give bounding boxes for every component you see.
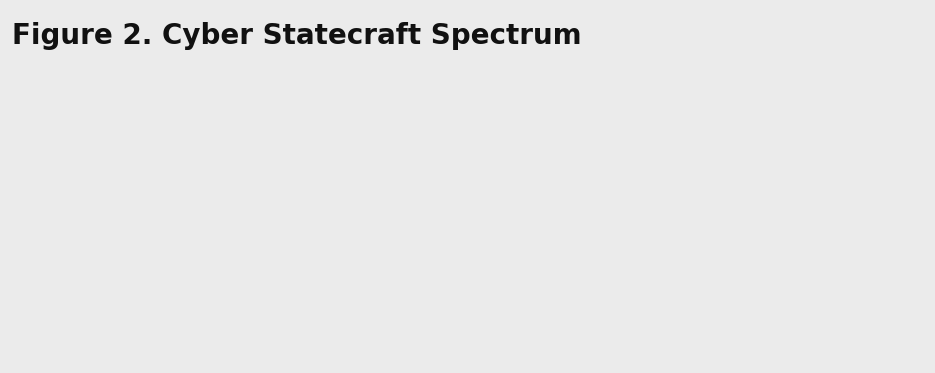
Text: Figure 2. Cyber Statecraft Spectrum: Figure 2. Cyber Statecraft Spectrum bbox=[12, 22, 582, 50]
